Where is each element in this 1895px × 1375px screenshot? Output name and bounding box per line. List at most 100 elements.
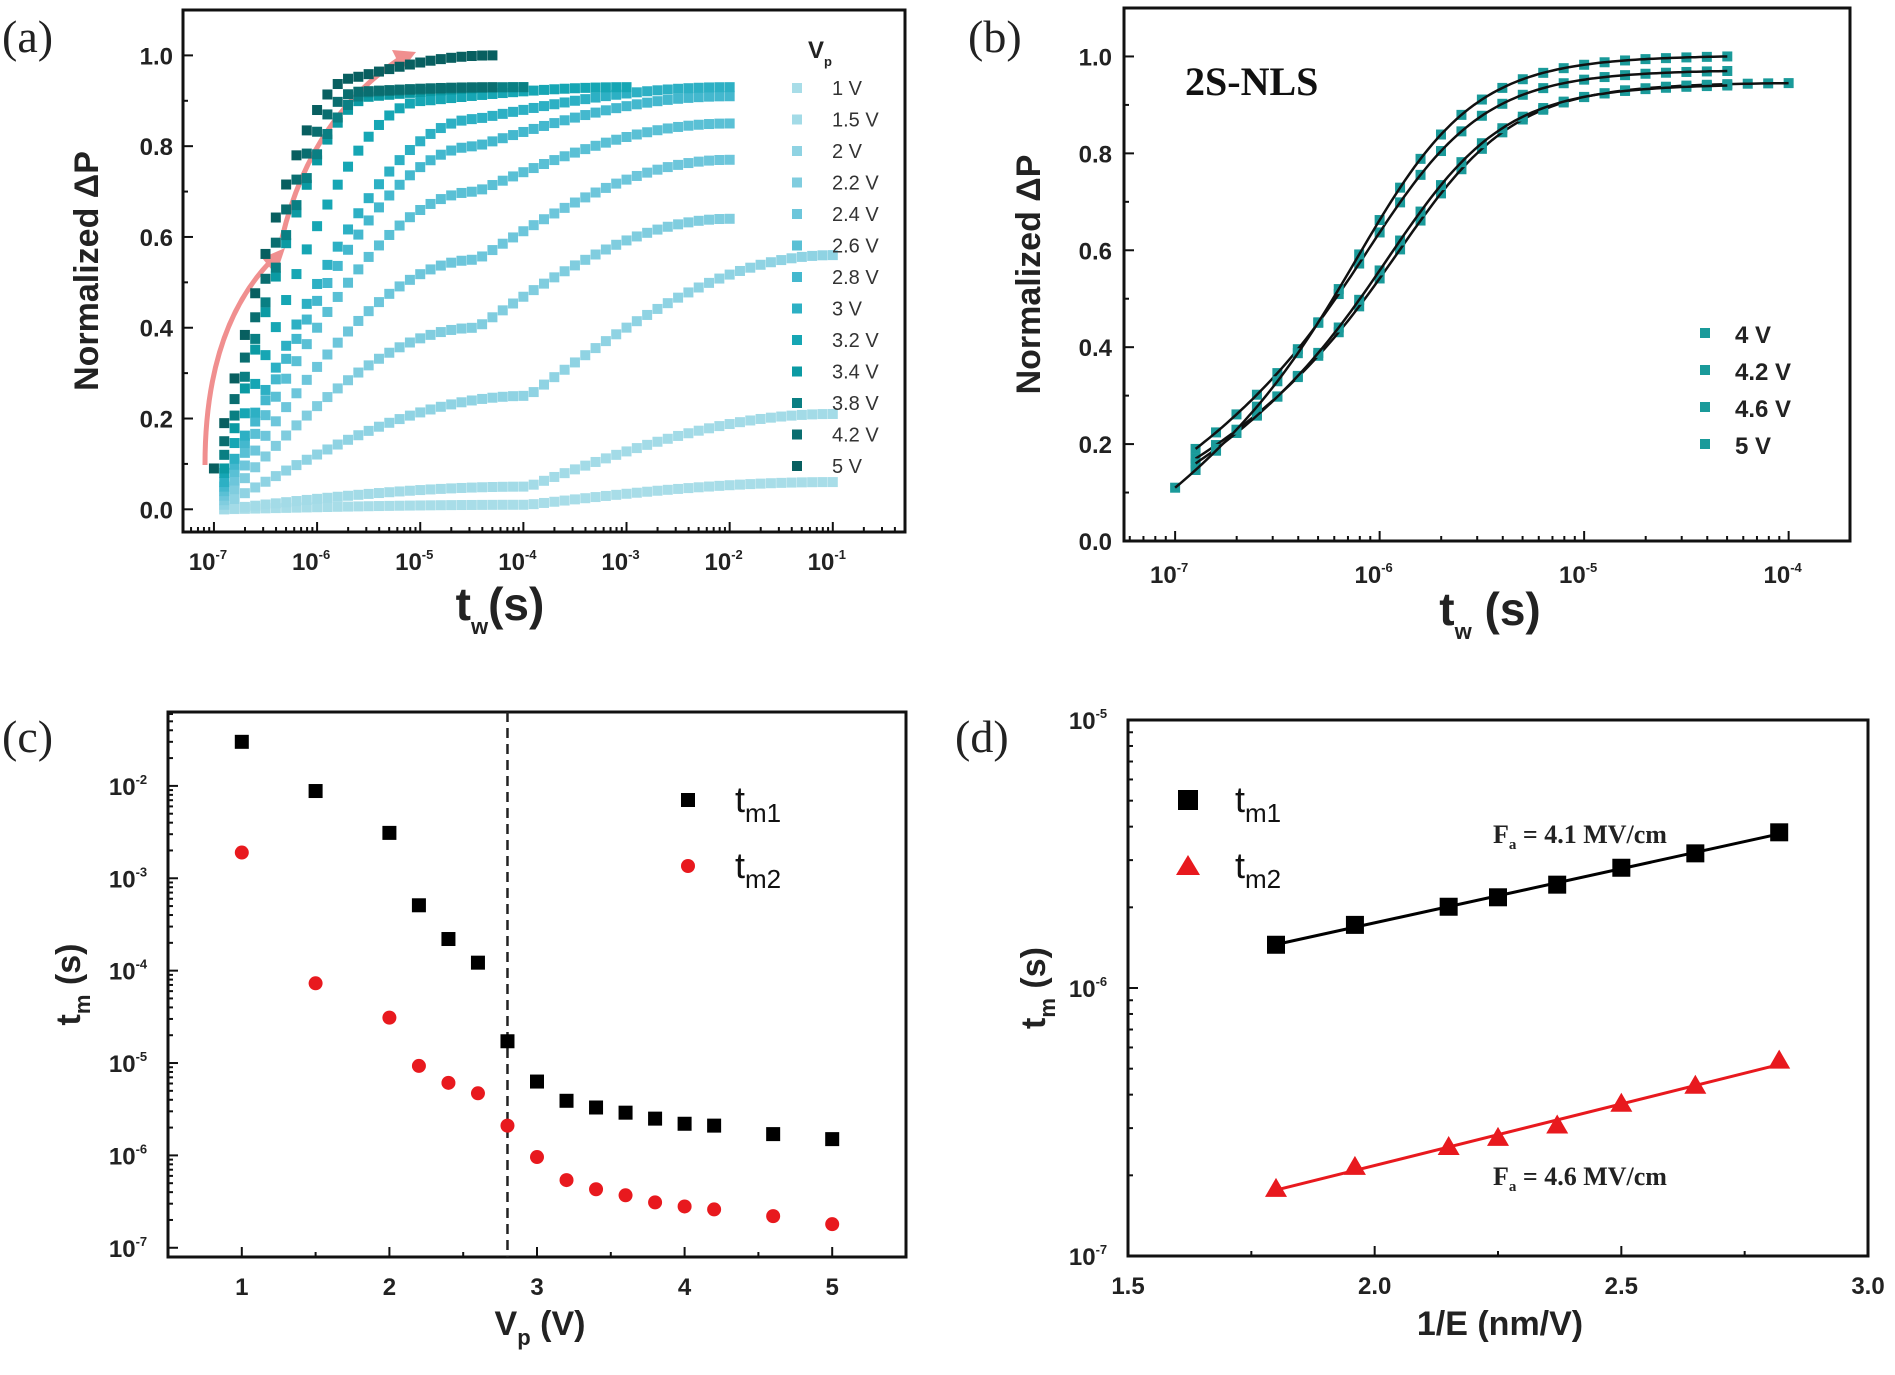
- data-point: [312, 149, 323, 160]
- data-point: [487, 245, 498, 256]
- data-point: [714, 118, 725, 129]
- data-point: [825, 1132, 840, 1147]
- data-point: [677, 1199, 692, 1214]
- data-point: [332, 96, 343, 107]
- data-point: [1190, 443, 1201, 454]
- legend-label: 2.8 V: [832, 267, 879, 289]
- data-point: [683, 158, 694, 169]
- data-point: [528, 123, 539, 134]
- data-point: [373, 202, 384, 213]
- data-point: [569, 112, 580, 123]
- data-point: [270, 471, 281, 482]
- series-4_6V: [1190, 65, 1733, 454]
- data-point: [270, 362, 281, 373]
- data-point: [1489, 888, 1507, 907]
- series-m1: [234, 734, 840, 1147]
- data-point: [559, 83, 570, 94]
- x-tick-label: 10-5: [1559, 560, 1597, 589]
- x-tick-label: 1.5: [1111, 1273, 1144, 1300]
- data-point: [724, 213, 735, 224]
- data-point: [600, 490, 611, 501]
- data-point: [384, 500, 395, 511]
- data-point: [549, 84, 560, 95]
- data-point: [487, 110, 498, 121]
- data-point: [332, 383, 343, 394]
- data-point: [322, 129, 333, 140]
- data-point: [580, 254, 591, 265]
- data-point: [528, 499, 539, 510]
- data-point: [497, 88, 508, 99]
- data-point: [250, 407, 261, 418]
- data-point: [1686, 844, 1705, 863]
- data-point: [611, 134, 622, 145]
- y-tick-label: 10-5: [1069, 706, 1107, 735]
- data-point: [631, 231, 642, 242]
- data-point: [394, 103, 405, 114]
- y-tick-label: 0.8: [140, 134, 173, 161]
- data-point: [466, 186, 477, 197]
- data-point: [477, 184, 488, 195]
- data-point: [466, 141, 477, 152]
- data-point: [291, 207, 302, 218]
- data-point: [425, 329, 436, 340]
- data-point: [724, 154, 735, 165]
- data-point: [589, 1182, 604, 1197]
- data-point: [415, 136, 426, 147]
- legend-marker: [681, 859, 695, 873]
- data-point: [549, 471, 560, 482]
- plot-frame: [166, 710, 908, 1259]
- data-point: [322, 349, 333, 360]
- y-axis-label: tm (s): [1015, 947, 1060, 1029]
- legend-marker: [792, 303, 802, 314]
- data-point: [611, 178, 622, 189]
- x-axis-label: tw(s): [456, 578, 545, 639]
- data-point: [755, 413, 766, 424]
- data-point: [353, 145, 364, 156]
- data-point: [219, 418, 230, 429]
- data-point: [435, 327, 446, 338]
- data-point: [662, 298, 673, 309]
- data-point: [621, 488, 632, 499]
- data-point: [291, 150, 302, 161]
- data-point: [530, 1150, 544, 1165]
- data-point: [415, 500, 426, 511]
- data-point: [621, 88, 632, 99]
- data-point: [384, 487, 395, 498]
- data-point: [549, 272, 560, 283]
- data-point: [786, 410, 797, 421]
- data-point: [807, 409, 818, 420]
- data-point: [301, 244, 312, 255]
- data-point: [1783, 78, 1794, 89]
- data-point: [497, 175, 508, 186]
- data-point: [291, 388, 302, 399]
- data-point: [291, 502, 302, 513]
- data-point: [466, 254, 477, 265]
- data-point: [673, 483, 684, 494]
- data-point: [1190, 458, 1201, 469]
- data-point: [559, 97, 570, 108]
- data-point: [1770, 823, 1789, 842]
- data-point: [487, 88, 498, 99]
- data-point: [250, 378, 261, 389]
- data-point: [270, 262, 281, 273]
- data-point: [724, 118, 735, 129]
- y-tick-label: 0.2: [1079, 432, 1112, 459]
- data-point: [683, 287, 694, 298]
- data-point: [301, 179, 312, 190]
- data-point: [281, 465, 292, 476]
- legend-marker: [792, 240, 802, 251]
- data-point: [477, 89, 488, 100]
- data-point: [322, 89, 333, 100]
- data-point: [332, 491, 343, 502]
- data-point: [446, 324, 457, 335]
- data-point: [724, 269, 735, 280]
- data-point: [301, 173, 312, 184]
- data-point: [618, 1188, 633, 1203]
- data-point: [260, 476, 271, 487]
- data-point: [693, 156, 704, 167]
- data-point: [1487, 1126, 1509, 1146]
- y-tick-label: 10-4: [109, 957, 148, 986]
- data-point: [508, 391, 519, 402]
- data-point: [291, 496, 302, 507]
